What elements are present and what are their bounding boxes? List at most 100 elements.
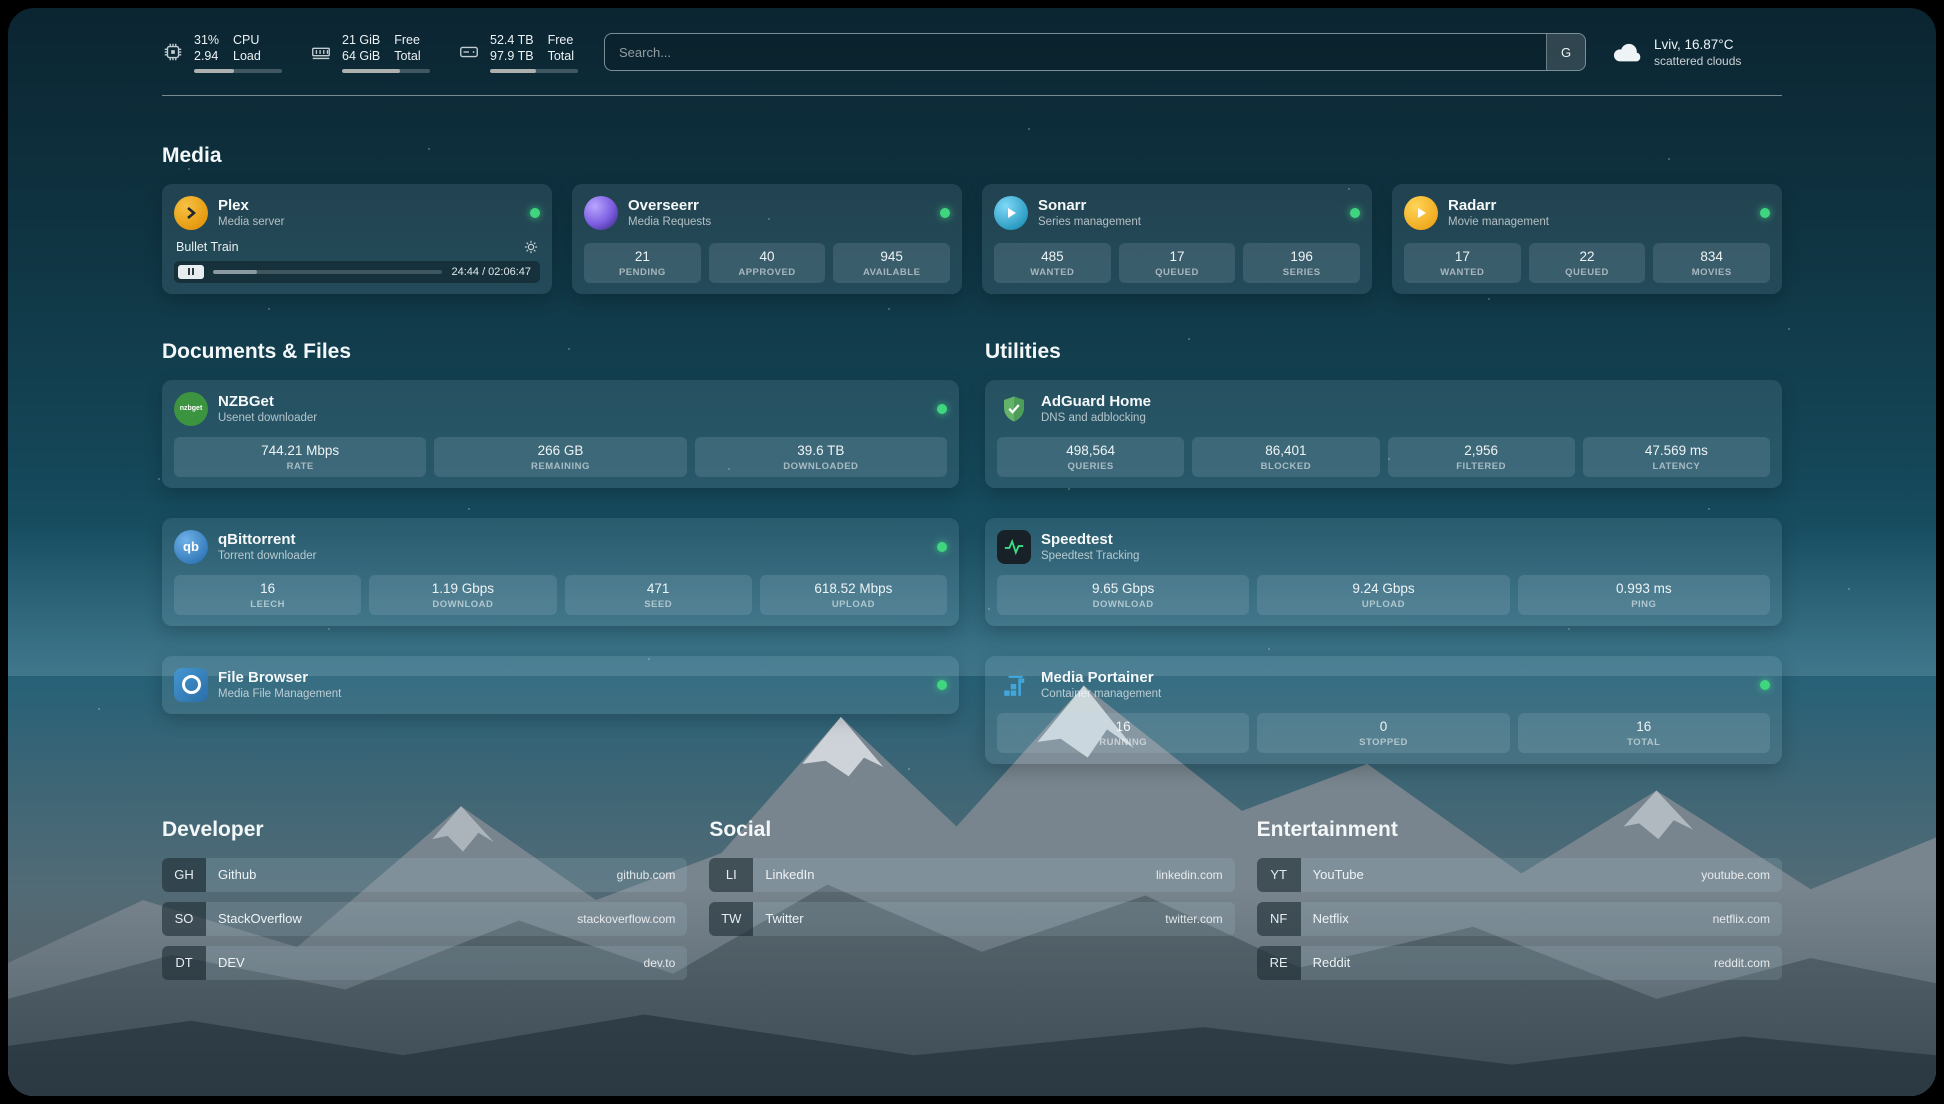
bookmark-twitter[interactable]: TW Twitter twitter.com [709, 901, 1235, 936]
bookmark-abbr: RE [1256, 945, 1301, 980]
bookmark-name: DEV [218, 955, 245, 970]
bookmark-reddit[interactable]: RE Reddit reddit.com [1256, 945, 1782, 980]
bookmark-name: Netflix [1312, 911, 1349, 926]
service-subtitle: Container management [1041, 688, 1162, 700]
service-card-sonarr[interactable]: Sonarr Series management 485 WANTED 17 Q… [982, 183, 1372, 294]
weather-condition: scattered clouds [1654, 53, 1742, 68]
memory-progress-bar [342, 68, 430, 73]
bookmark-linkedin[interactable]: LI LinkedIn linkedin.com [709, 857, 1235, 892]
service-subtitle: Usenet downloader [218, 412, 318, 424]
stat-download: 1.19 Gbps DOWNLOAD [369, 574, 557, 615]
radarr-icon [1404, 195, 1438, 230]
service-subtitle: DNS and adblocking [1041, 412, 1146, 424]
stat-movies: 834 MOVIES [1653, 242, 1771, 283]
bookmarks-column-entertainment: Entertainment YT YouTube youtube.com NF … [1256, 818, 1782, 990]
bookmark-abbr: GH [162, 857, 206, 892]
service-card-nzbget[interactable]: nzbget NZBGet Usenet downloader 744.21 M… [162, 379, 959, 488]
status-dot [530, 207, 540, 218]
qbittorrent-icon: qb [174, 529, 208, 564]
search-input[interactable] [605, 34, 1546, 71]
pause-icon [188, 268, 190, 275]
background-snow-specks [8, 8, 10, 10]
stat-pending: 21 PENDING [584, 242, 701, 283]
weather-location: Lviv, 16.87°C [1654, 36, 1734, 52]
bookmark-stackoverflow[interactable]: SO StackOverflow stackoverflow.com [162, 901, 688, 936]
service-card-qbittorrent[interactable]: qb qBittorrent Torrent downloader 16 LEE… [162, 517, 959, 626]
bookmark-name: Github [218, 867, 257, 882]
stat-running: 16 RUNNING [997, 712, 1250, 753]
playback-time: 24:44 / 02:06:47 [451, 265, 531, 278]
stat-leech: 16 LEECH [174, 574, 362, 615]
section-title-documents: Documents & Files [162, 339, 352, 363]
pause-button[interactable] [178, 264, 204, 279]
service-title: qBittorrent [218, 531, 296, 548]
service-title: Radarr [1448, 197, 1497, 214]
stat-download: 9.65 Gbps DOWNLOAD [997, 574, 1250, 615]
now-playing-title: Bullet Train [176, 239, 239, 254]
service-title: Sonarr [1038, 197, 1087, 214]
cpu-usage-value: 31% [194, 33, 220, 47]
status-dot [940, 207, 950, 218]
cloud-icon [1613, 44, 1641, 62]
bookmark-name: Twitter [765, 911, 804, 926]
service-title: Speedtest [1041, 531, 1113, 548]
search-provider-button[interactable]: G [1546, 34, 1585, 71]
status-dot [1760, 207, 1770, 218]
dashboard-screen: 31% 2.94 CPU Load [8, 8, 1936, 1096]
bookmark-url: github.com [616, 867, 676, 882]
stat-series: 196 SERIES [1243, 242, 1361, 283]
bookmark-name: StackOverflow [218, 911, 302, 926]
plex-icon [174, 195, 208, 230]
disk-progress-bar [490, 68, 578, 73]
bookmark-url: youtube.com [1701, 867, 1770, 882]
bookmark-abbr: TW [709, 901, 754, 936]
bookmark-name: LinkedIn [765, 867, 815, 882]
playback-progress-track[interactable] [213, 269, 443, 274]
bookmark-abbr: DT [162, 945, 206, 980]
background-haze [8, 526, 1936, 676]
background-mountains [8, 685, 1936, 1096]
bookmark-youtube[interactable]: YT YouTube youtube.com [1256, 857, 1782, 892]
status-dot [937, 679, 947, 690]
media-player-bar: 24:44 / 02:06:47 [174, 260, 540, 283]
stat-queued: 17 QUEUED [1118, 242, 1236, 283]
service-card-filebrowser[interactable]: File Browser Media File Management [162, 655, 959, 714]
stat-available: 945 AVAILABLE [833, 242, 951, 283]
gear-icon[interactable] [524, 240, 538, 254]
background-fog [8, 886, 1936, 1096]
service-card-radarr[interactable]: Radarr Movie management 17 WANTED 22 QUE… [1392, 183, 1782, 294]
memory-total-value: 64 GiB [342, 49, 381, 64]
overseerr-icon [584, 195, 618, 230]
utilities-column: Utilities [985, 340, 1782, 764]
status-dot [937, 541, 947, 552]
adguard-icon [997, 392, 1031, 426]
section-title-utilities: Utilities [985, 339, 1061, 363]
stat-downloaded: 39.6 TB DOWNLOADED [694, 436, 947, 477]
memory-label-top: Free [394, 33, 420, 47]
top-bar: 31% 2.94 CPU Load [162, 32, 1782, 73]
disk-free-value: 52.4 TB [490, 33, 534, 47]
bookmark-url: stackoverflow.com [577, 911, 676, 926]
bookmark-name: Reddit [1312, 955, 1351, 970]
service-card-overseerr[interactable]: Overseerr Media Requests 21 PENDING 40 A… [572, 183, 962, 294]
status-dot [1350, 207, 1360, 218]
memory-free-value: 21 GiB [342, 33, 381, 47]
section-title-media: Media [162, 143, 222, 167]
speedtest-icon [997, 529, 1031, 564]
bookmark-netflix[interactable]: NF Netflix netflix.com [1256, 901, 1782, 936]
stat-upload: 9.24 Gbps UPLOAD [1257, 574, 1510, 615]
bookmark-github[interactable]: GH Github github.com [162, 857, 688, 892]
service-card-speedtest[interactable]: Speedtest Speedtest Tracking 9.65 Gbps D… [985, 517, 1782, 626]
service-card-adguard[interactable]: AdGuard Home DNS and adblocking 498,564 … [985, 379, 1782, 488]
resource-monitors: 31% 2.94 CPU Load [162, 32, 578, 73]
service-title: Overseerr [628, 197, 699, 214]
service-card-portainer[interactable]: Media Portainer Container management 16 … [985, 655, 1782, 764]
service-card-plex[interactable]: Plex Media server Bullet Train [162, 183, 552, 294]
stat-upload: 618.52 Mbps UPLOAD [759, 574, 947, 615]
bookmark-dev[interactable]: DT DEV dev.to [162, 945, 688, 980]
stat-rate: 744.21 Mbps RATE [174, 436, 427, 477]
cpu-load-value: 2.94 [194, 49, 219, 64]
stat-blocked: 86,401 BLOCKED [1192, 436, 1380, 477]
cpu-progress-bar [194, 68, 282, 73]
weather-widget: Lviv, 16.87°C scattered clouds [1612, 37, 1782, 68]
